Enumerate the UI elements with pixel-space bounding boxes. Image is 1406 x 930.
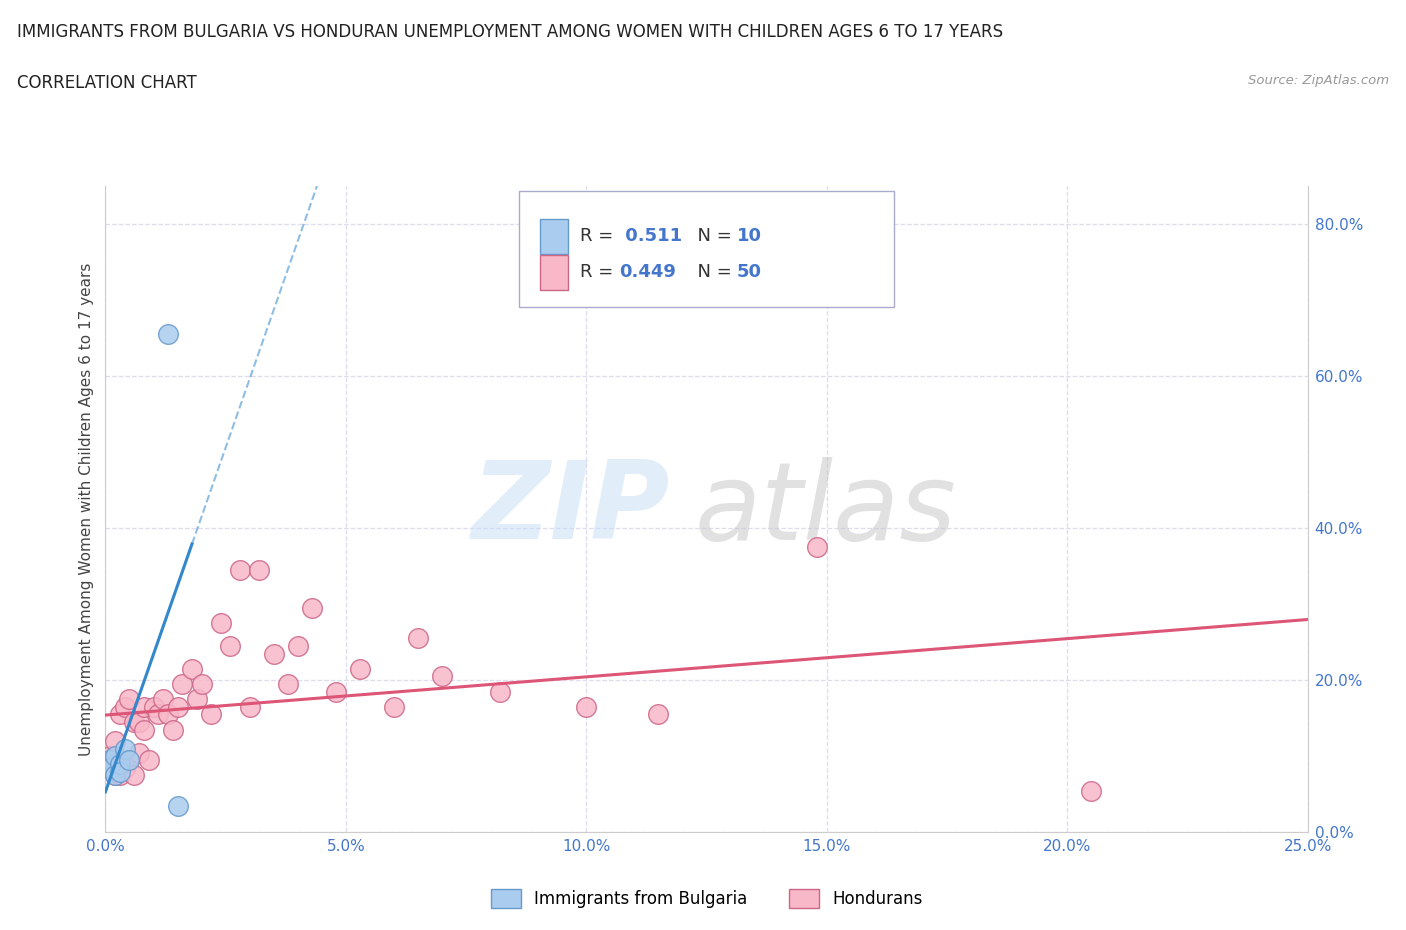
Point: [575, 699, 598, 714]
Point: [152, 692, 174, 707]
Text: ZIP: ZIP: [472, 457, 671, 562]
Point: [430, 669, 453, 684]
Point: [114, 761, 136, 776]
Legend: Immigrants from Bulgaria, Hondurans: Immigrants from Bulgaria, Hondurans: [484, 882, 929, 914]
Point: [132, 723, 155, 737]
Point: [263, 646, 285, 661]
Point: [104, 749, 127, 764]
Point: [98, 752, 121, 767]
Point: [166, 699, 188, 714]
Point: [156, 707, 179, 722]
Point: [104, 734, 127, 749]
Point: [104, 749, 127, 764]
Point: [114, 699, 136, 714]
Point: [118, 752, 141, 767]
Point: [156, 326, 179, 341]
Point: [108, 756, 131, 771]
Point: [108, 764, 131, 779]
Text: R =: R =: [579, 227, 619, 246]
Point: [124, 714, 146, 729]
Y-axis label: Unemployment Among Women with Children Ages 6 to 17 years: Unemployment Among Women with Children A…: [79, 262, 94, 756]
Text: atlas: atlas: [695, 457, 956, 562]
Point: [142, 699, 165, 714]
Point: [325, 684, 347, 699]
Text: 0.511: 0.511: [619, 227, 682, 246]
Text: Source: ZipAtlas.com: Source: ZipAtlas.com: [1249, 74, 1389, 87]
Point: [98, 761, 121, 776]
Point: [124, 768, 146, 783]
Text: 10: 10: [737, 227, 762, 246]
Point: [200, 707, 222, 722]
Point: [128, 714, 150, 729]
Point: [219, 639, 242, 654]
Point: [247, 563, 270, 578]
Point: [128, 745, 150, 760]
Point: [148, 707, 170, 722]
Point: [108, 761, 131, 776]
Point: [287, 639, 309, 654]
Point: [166, 798, 188, 813]
Point: [181, 661, 204, 676]
Point: [172, 677, 194, 692]
Point: [114, 741, 136, 756]
Point: [162, 723, 184, 737]
Point: [382, 699, 405, 714]
Point: [277, 677, 299, 692]
Point: [108, 707, 131, 722]
Point: [118, 692, 141, 707]
Point: [349, 661, 371, 676]
Point: [98, 749, 121, 764]
Point: [108, 768, 131, 783]
Point: [229, 563, 252, 578]
Point: [138, 752, 160, 767]
Text: 50: 50: [737, 263, 762, 282]
Text: CORRELATION CHART: CORRELATION CHART: [17, 74, 197, 92]
Text: N =: N =: [686, 227, 738, 246]
Point: [104, 768, 127, 783]
Point: [806, 539, 828, 554]
Point: [104, 768, 127, 783]
Text: N =: N =: [686, 263, 738, 282]
Point: [209, 616, 232, 631]
Point: [98, 752, 121, 767]
Text: R =: R =: [579, 263, 619, 282]
Point: [190, 677, 212, 692]
Point: [301, 601, 323, 616]
Point: [98, 761, 121, 776]
Point: [118, 752, 141, 767]
Point: [239, 699, 262, 714]
Text: IMMIGRANTS FROM BULGARIA VS HONDURAN UNEMPLOYMENT AMONG WOMEN WITH CHILDREN AGES: IMMIGRANTS FROM BULGARIA VS HONDURAN UNE…: [17, 23, 1002, 41]
Text: 0.449: 0.449: [619, 263, 676, 282]
Point: [132, 699, 155, 714]
Point: [1080, 783, 1102, 798]
Point: [406, 631, 429, 646]
Point: [647, 707, 669, 722]
Point: [488, 684, 510, 699]
Point: [186, 692, 208, 707]
